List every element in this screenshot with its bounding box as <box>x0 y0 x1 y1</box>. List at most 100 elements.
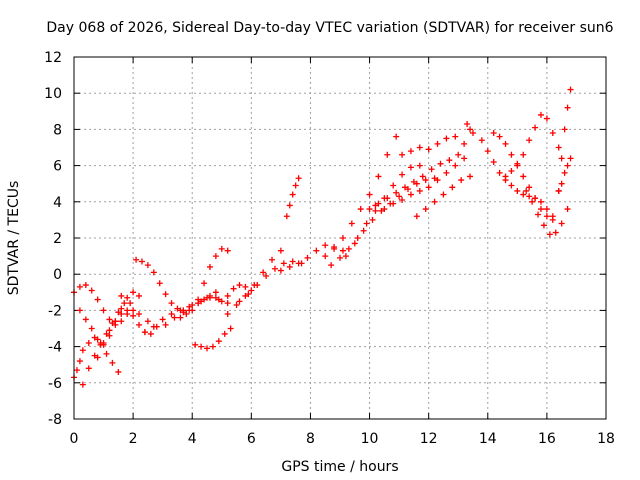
data-point <box>88 287 95 294</box>
data-point <box>263 273 270 280</box>
series-track-17 <box>328 162 423 269</box>
data-point <box>162 321 169 328</box>
data-point <box>94 296 101 303</box>
data-point <box>292 182 299 189</box>
data-point <box>118 311 125 318</box>
data-point <box>369 216 376 223</box>
data-point <box>461 140 468 147</box>
data-point <box>345 245 352 252</box>
data-point <box>502 140 509 147</box>
data-point <box>212 253 219 260</box>
series-track-23 <box>464 120 476 137</box>
data-point <box>212 294 219 301</box>
data-point <box>422 206 429 213</box>
data-point <box>540 222 547 229</box>
data-point <box>269 256 276 263</box>
data-point <box>127 300 134 307</box>
data-point <box>141 329 148 336</box>
data-point <box>201 280 208 287</box>
data-point <box>390 182 397 189</box>
data-points <box>71 86 574 388</box>
data-point <box>118 292 125 299</box>
data-point <box>366 206 373 213</box>
data-point <box>118 305 125 312</box>
y-tick-label: -8 <box>48 412 62 428</box>
data-point <box>537 111 544 118</box>
data-point <box>124 307 131 314</box>
data-point <box>289 258 296 265</box>
data-point <box>331 245 338 252</box>
series-track-29 <box>555 155 574 194</box>
data-point <box>322 253 329 260</box>
data-point <box>156 280 163 287</box>
x-tick-label: 12 <box>420 431 438 447</box>
data-point <box>561 126 568 133</box>
data-point <box>393 133 400 140</box>
data-point <box>236 282 243 289</box>
data-point <box>496 133 503 140</box>
x-tick-label: 4 <box>188 431 197 447</box>
data-point <box>381 206 388 213</box>
data-point <box>218 245 225 252</box>
series-track-26 <box>502 111 562 180</box>
data-point <box>399 196 406 203</box>
data-point <box>564 104 571 111</box>
data-point <box>286 202 293 209</box>
data-point <box>467 126 474 133</box>
data-point <box>396 193 403 200</box>
data-point <box>526 184 533 191</box>
series-track-3 <box>76 289 143 348</box>
data-point <box>416 162 423 169</box>
data-point <box>508 168 515 175</box>
data-point <box>546 231 553 238</box>
data-point <box>478 137 485 144</box>
x-tick-label: 8 <box>306 431 315 447</box>
data-point <box>555 187 562 194</box>
data-point <box>130 289 137 296</box>
data-point <box>221 330 228 337</box>
data-point <box>230 285 237 292</box>
data-point <box>236 298 243 305</box>
data-point <box>351 240 358 247</box>
series-track-6 <box>133 256 193 316</box>
data-point <box>109 359 116 366</box>
data-point <box>94 354 101 361</box>
series-track-22 <box>413 173 474 220</box>
data-point <box>366 191 373 198</box>
data-point <box>144 318 151 325</box>
data-point <box>198 343 205 350</box>
data-point <box>537 206 544 213</box>
data-point <box>204 345 210 352</box>
data-point <box>520 191 527 198</box>
x-tick-label: 18 <box>597 431 615 447</box>
series-track-16 <box>322 133 400 260</box>
data-point <box>464 120 471 127</box>
x-tick-label: 10 <box>361 431 379 447</box>
data-point <box>431 198 438 205</box>
data-point <box>82 282 89 289</box>
data-point <box>245 291 252 298</box>
data-point <box>413 213 420 220</box>
data-point <box>103 350 110 357</box>
data-point <box>348 220 355 227</box>
data-point <box>313 247 320 254</box>
data-point <box>195 300 202 307</box>
data-point <box>224 247 231 254</box>
x-tick-label: 2 <box>129 431 138 447</box>
data-point <box>514 187 521 194</box>
data-point <box>434 140 441 147</box>
data-point <box>470 130 476 137</box>
data-point <box>407 148 414 155</box>
data-point <box>402 184 409 191</box>
data-point <box>443 169 450 176</box>
data-point <box>106 316 113 323</box>
data-point <box>100 307 107 314</box>
data-point <box>564 162 571 169</box>
data-point <box>399 151 406 158</box>
data-point <box>458 177 465 184</box>
series-track-18 <box>342 175 438 260</box>
y-tick-label: 2 <box>53 231 62 247</box>
data-point <box>549 130 556 137</box>
data-point <box>407 164 414 171</box>
